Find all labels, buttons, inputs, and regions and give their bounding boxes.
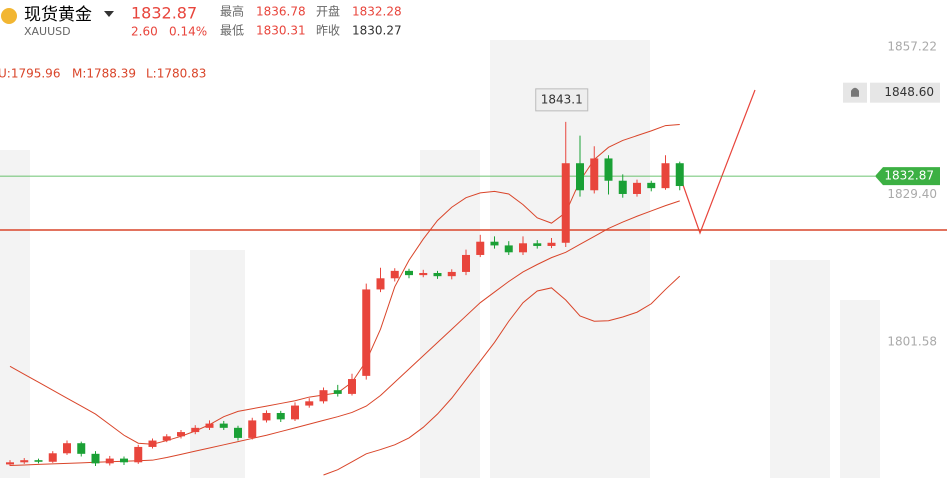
candle-body — [519, 243, 527, 253]
watermark — [0, 40, 880, 478]
candle-body — [91, 453, 100, 464]
candle-body — [348, 379, 356, 394]
stat-label: 开盘 — [316, 4, 340, 19]
indicator-label: U:1795.96 — [0, 67, 60, 81]
candle-body — [219, 423, 228, 428]
symbol: XAUUSD — [24, 25, 71, 38]
candle-body — [561, 163, 570, 243]
candle-body — [63, 443, 71, 454]
candle-body — [504, 245, 513, 253]
price: 1832.87 — [131, 4, 197, 23]
candle-body — [405, 270, 413, 276]
change: 2.60 — [131, 25, 158, 39]
bell — [851, 87, 859, 97]
high-tooltip — [535, 88, 589, 112]
dropdown[interactable] — [104, 11, 114, 17]
alert-label: 1848.60 — [884, 85, 934, 99]
candle-body — [191, 427, 200, 433]
candle-body — [120, 458, 128, 463]
stat-value: 1830.27 — [352, 24, 402, 38]
y-tick-label: 1857.22 — [887, 39, 937, 53]
band-line — [323, 275, 681, 476]
candle-body — [262, 412, 271, 421]
candle-body — [661, 163, 670, 189]
candle-body — [590, 158, 599, 191]
candle-body — [248, 420, 257, 438]
last-price-tag — [875, 167, 940, 186]
candle-body — [576, 163, 584, 191]
candle-body — [675, 163, 684, 187]
high-label: 1843.1 — [541, 92, 583, 106]
candle-body — [48, 453, 57, 462]
candle-body — [6, 462, 14, 465]
stat-label: 最低 — [220, 24, 244, 38]
candle-body — [319, 390, 328, 402]
candle-body — [105, 458, 114, 464]
alert-box — [870, 82, 940, 103]
last-price-label: 1832.87 — [884, 169, 934, 183]
candle-body — [633, 182, 641, 194]
stat-value: 1830.31 — [256, 24, 306, 38]
candle-body — [362, 289, 371, 376]
candle-body — [276, 412, 285, 420]
candle-body — [134, 446, 143, 463]
candle-body — [462, 254, 470, 272]
candle-body — [34, 460, 43, 462]
candle-body — [376, 278, 385, 290]
candle-body — [419, 272, 428, 276]
drawn-line — [681, 89, 756, 235]
candle-body — [390, 270, 399, 279]
candle-body — [205, 423, 214, 428]
change-pct: 0.14% — [169, 25, 207, 39]
gold-icon — [1, 8, 17, 24]
candle-body — [333, 390, 342, 394]
candle-body — [533, 243, 542, 246]
candle-body — [476, 241, 485, 255]
candle-body — [148, 440, 157, 447]
indicator-label: M:1788.39 — [72, 67, 136, 81]
y-tick-label: 1801.58 — [887, 335, 937, 349]
candle-body — [490, 241, 499, 246]
stat-value: 1836.78 — [256, 5, 306, 19]
candle-body — [305, 401, 314, 406]
y-tick-label: 1829.40 — [887, 187, 937, 201]
candle-body — [604, 158, 613, 181]
candle-body — [547, 242, 556, 246]
candle-body — [177, 432, 185, 437]
candle-body — [647, 182, 656, 189]
stat-label: 昨收 — [316, 24, 340, 38]
title: 现货黄金 — [24, 5, 92, 25]
candle-body — [291, 405, 299, 420]
indicator-label: L:1780.83 — [146, 67, 206, 81]
candle-body — [447, 271, 456, 277]
candle-body — [20, 460, 29, 463]
candle-body — [234, 427, 242, 438]
stat-value: 1832.28 — [352, 5, 402, 19]
candle-body — [162, 436, 171, 441]
candle-body — [77, 443, 86, 454]
candle-body — [618, 180, 627, 194]
candle-body — [433, 272, 442, 277]
stat-label: 最高 — [220, 4, 244, 19]
